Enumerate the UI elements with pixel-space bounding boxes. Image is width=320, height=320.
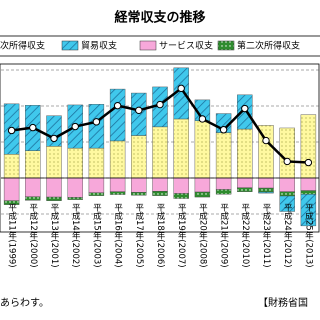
bar-segment bbox=[88, 147, 105, 179]
x-tick-label: 平成19年(2007) bbox=[176, 203, 186, 268]
line-marker bbox=[304, 158, 313, 167]
bar-segment bbox=[131, 92, 147, 136]
x-tick-label: 平成21年(2009) bbox=[219, 203, 229, 268]
bar-segment bbox=[152, 126, 168, 179]
bar-segment bbox=[173, 118, 189, 179]
x-tick-label: 平成20年(2008) bbox=[197, 203, 207, 268]
footer-left: あらわす。 bbox=[0, 297, 49, 309]
line-marker bbox=[283, 157, 291, 166]
line-marker bbox=[50, 134, 58, 143]
line-marker bbox=[29, 123, 37, 132]
bar-segment bbox=[258, 187, 274, 193]
bar-segment bbox=[215, 132, 232, 179]
bar-segment bbox=[88, 192, 105, 196]
line-marker bbox=[241, 104, 249, 113]
footer-right: 【財務省国 bbox=[258, 296, 308, 309]
x-tick-label: 平成15年(2003) bbox=[91, 203, 101, 268]
x-tick-label: 平成24年(2012) bbox=[282, 203, 292, 268]
x-tick-label: 平成18年(2006) bbox=[155, 203, 165, 268]
line-marker bbox=[113, 101, 122, 110]
bar-segment bbox=[279, 191, 295, 197]
bar-segment bbox=[152, 177, 168, 192]
legend-swatch bbox=[217, 40, 235, 51]
bar-segment bbox=[215, 177, 232, 190]
bar-segment bbox=[237, 187, 253, 192]
bar-segment bbox=[3, 177, 20, 201]
chart-title: 経常収支の推移 bbox=[114, 10, 205, 26]
bar-segment bbox=[194, 177, 211, 193]
bar-segment bbox=[215, 189, 232, 195]
bar-segment bbox=[258, 191, 274, 194]
x-tick-label: 平成25年(2013) bbox=[303, 203, 313, 268]
bar-segment bbox=[300, 190, 317, 195]
bar-segment bbox=[109, 177, 126, 192]
bar-segment bbox=[3, 200, 20, 205]
bar-segment bbox=[67, 197, 83, 200]
legend-swatch bbox=[139, 40, 157, 51]
x-tick-label: 平成11年(1999) bbox=[7, 203, 17, 268]
line-marker bbox=[262, 136, 270, 145]
x-tick-label: 平成16年(2004) bbox=[113, 203, 123, 268]
line-marker bbox=[156, 100, 164, 109]
bar-segment bbox=[46, 196, 62, 201]
bar-segment bbox=[194, 191, 211, 198]
bar-segment bbox=[46, 146, 62, 179]
x-tick-label: 平成14年(2002) bbox=[70, 203, 80, 268]
bar-segment bbox=[88, 177, 105, 193]
bar-segment bbox=[173, 177, 189, 194]
bar-segment bbox=[279, 127, 295, 179]
x-tick-label: 平成22年(2010) bbox=[240, 203, 250, 268]
bar-segment bbox=[3, 154, 20, 179]
x-tick-label: 平成13年(2001) bbox=[49, 203, 59, 268]
bar-segment bbox=[152, 191, 168, 196]
bar-segment bbox=[131, 192, 147, 196]
legend-label: 貿易収支 bbox=[81, 40, 117, 52]
line-marker bbox=[7, 126, 16, 135]
x-tick-label: 平成17年(2005) bbox=[134, 203, 144, 268]
bar-segment bbox=[258, 177, 274, 189]
bar-segment bbox=[109, 191, 126, 195]
line-marker bbox=[71, 122, 79, 131]
bar-segment bbox=[67, 177, 83, 198]
line-marker bbox=[92, 118, 101, 126]
x-tick-label: 平成23年(2011) bbox=[261, 203, 271, 268]
line-marker bbox=[198, 115, 207, 123]
line-marker bbox=[135, 106, 143, 115]
legend-box bbox=[0, 35, 320, 57]
line-marker bbox=[177, 84, 185, 93]
bar-segment bbox=[131, 177, 147, 193]
legend-swatch bbox=[61, 40, 79, 51]
bar-segment bbox=[237, 128, 253, 179]
bar-segment bbox=[46, 177, 62, 198]
bar-segment bbox=[300, 177, 317, 191]
bar-segment bbox=[279, 195, 295, 212]
bar-segment bbox=[88, 103, 105, 149]
line-marker bbox=[219, 126, 228, 134]
bar-segment bbox=[25, 150, 41, 179]
bar-segment bbox=[173, 193, 189, 199]
legend-label: 第二次所得収支 bbox=[237, 40, 300, 52]
bar-segment bbox=[300, 114, 317, 179]
x-tick-label: 平成12年(2000) bbox=[28, 203, 38, 268]
bar-segment bbox=[25, 196, 41, 201]
legend-label: 次所得収支 bbox=[0, 40, 45, 52]
bar-segment bbox=[109, 140, 126, 179]
bar-segment bbox=[25, 177, 41, 197]
bar-segment bbox=[109, 88, 126, 142]
bar-segment bbox=[194, 120, 211, 179]
bar-segment bbox=[279, 177, 295, 192]
bar-segment bbox=[300, 193, 317, 227]
bar-segment bbox=[46, 115, 62, 147]
plot-frame bbox=[0, 63, 320, 233]
bar-segment bbox=[67, 147, 83, 179]
bar-segment bbox=[237, 177, 253, 188]
legend-label: サービス収支 bbox=[159, 40, 213, 52]
bar-segment bbox=[131, 135, 147, 179]
